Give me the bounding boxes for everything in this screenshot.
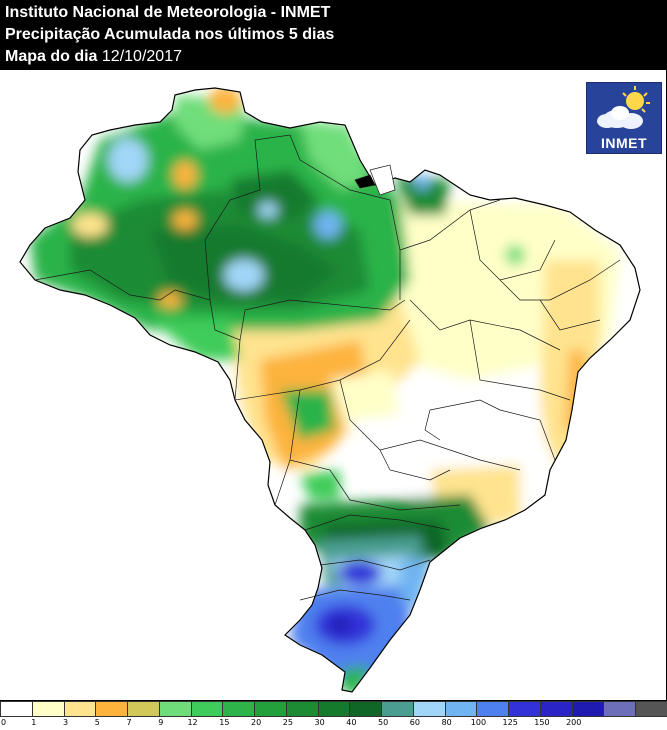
map-title: Precipitação Acumulada nos últimos 5 dia… bbox=[5, 26, 335, 43]
legend-swatch bbox=[412, 701, 446, 717]
legend-tick: 125 bbox=[502, 718, 518, 727]
legend-swatch bbox=[190, 701, 224, 717]
legend-tick: 1 bbox=[31, 718, 37, 727]
legend-tick: 0 bbox=[1, 718, 7, 727]
legend-swatch bbox=[635, 701, 667, 717]
legend-tick: 40 bbox=[346, 718, 357, 727]
legend-swatch bbox=[571, 701, 605, 717]
legend-swatch bbox=[254, 701, 287, 717]
legend-tick: 20 bbox=[251, 718, 262, 727]
state-borders bbox=[34, 134, 621, 601]
legend-tick: 100 bbox=[470, 718, 487, 727]
legend-tick: 50 bbox=[378, 718, 389, 727]
map-date-line: Mapa do dia 12/10/2017 bbox=[5, 47, 182, 67]
legend-tick: 9 bbox=[158, 718, 164, 727]
legend-swatch bbox=[444, 701, 478, 717]
legend-tick: 7 bbox=[126, 718, 132, 727]
legend-tick: 200 bbox=[566, 718, 582, 727]
institute-title: Instituto Nacional de Meteorologia - INM… bbox=[5, 4, 331, 21]
legend-swatch bbox=[0, 701, 33, 717]
weather-logo-icon bbox=[597, 86, 650, 129]
map-date-label: Mapa do dia bbox=[5, 48, 102, 65]
legend-swatch bbox=[95, 701, 129, 717]
legend-tick: 12 bbox=[187, 718, 198, 727]
legend-tick: 5 bbox=[94, 718, 100, 727]
country-outline bbox=[19, 87, 641, 693]
legend-swatch bbox=[285, 701, 319, 717]
legend-tick: 60 bbox=[409, 718, 420, 727]
logo-text: INMET bbox=[600, 135, 648, 151]
legend-swatch bbox=[127, 701, 160, 717]
legend-swatch bbox=[381, 701, 414, 717]
legend-swatch bbox=[222, 701, 256, 717]
legend-tick: 30 bbox=[314, 718, 325, 727]
legend-swatch bbox=[349, 701, 383, 717]
legend-swatch bbox=[31, 701, 65, 717]
legend-tick: 80 bbox=[441, 718, 452, 727]
legend-tick: 25 bbox=[282, 718, 293, 727]
legend-swatch bbox=[476, 701, 510, 717]
legend-tick: 3 bbox=[62, 718, 69, 727]
legend-swatch bbox=[317, 701, 351, 717]
legend-tick: 150 bbox=[534, 718, 550, 727]
inmet-logo: INMET bbox=[586, 82, 662, 154]
map-date: 12/10/2017 bbox=[101, 48, 182, 65]
legend-swatch bbox=[63, 701, 97, 717]
legend-swatch bbox=[508, 701, 541, 717]
legend-swatch bbox=[158, 701, 192, 717]
legend-tick: 15 bbox=[219, 718, 230, 727]
map-header: Instituto Nacional de Meteorologia - INM… bbox=[0, 0, 667, 70]
precipitation-legend: 0 1 3 5 7 9 12 15 20 25 30 40 50 60 80 100 125 150 200 bbox=[0, 701, 667, 730]
legend-swatch bbox=[539, 701, 573, 717]
legend-swatch bbox=[603, 701, 637, 717]
brazil-precipitation-map bbox=[0, 70, 665, 700]
